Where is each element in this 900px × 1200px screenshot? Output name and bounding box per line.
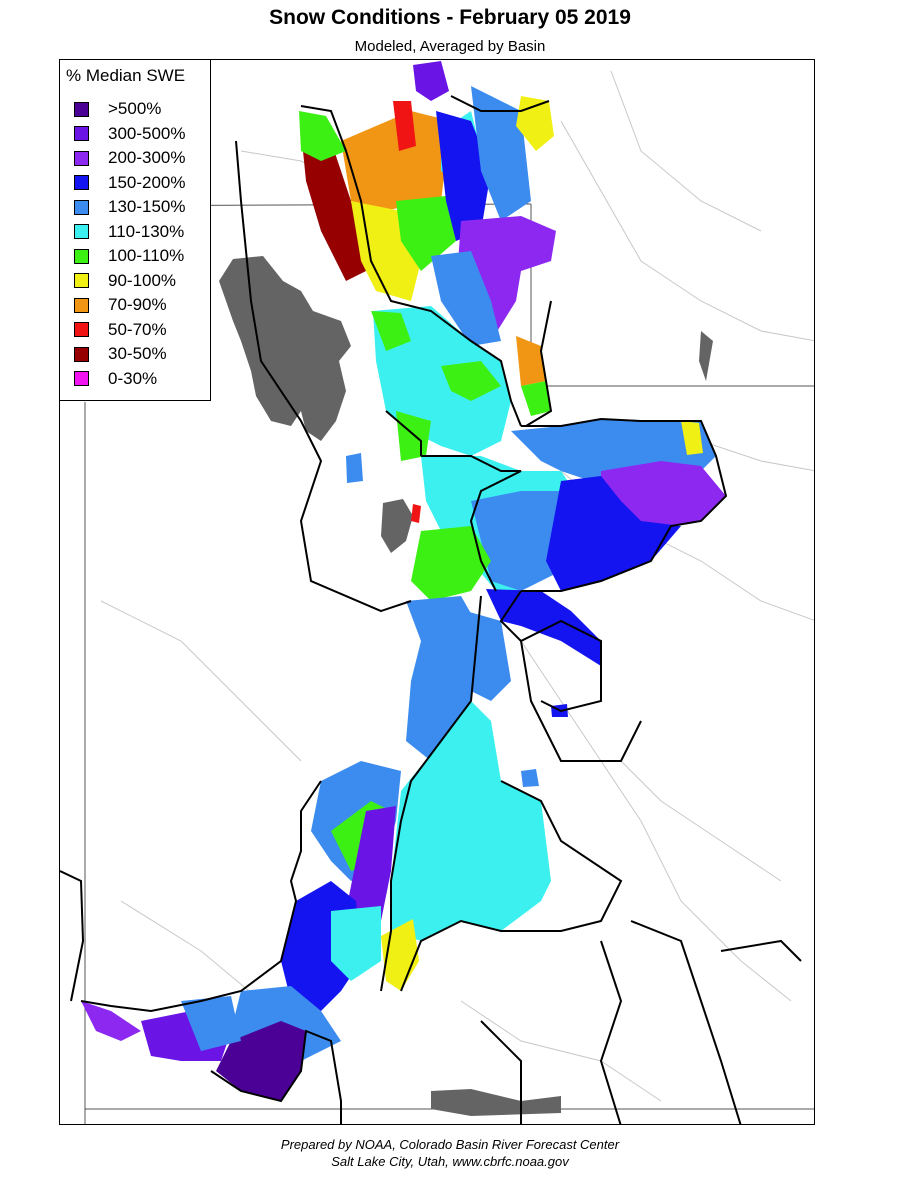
legend-swatch <box>74 297 89 313</box>
basin-boundaries <box>60 95 802 1124</box>
legend-item: 200-300% <box>74 147 186 169</box>
legend-label: 50-70% <box>108 319 167 339</box>
legend-item: 130-150% <box>74 196 186 218</box>
legend-label: 150-200% <box>108 172 186 192</box>
basin-north-lightblue <box>471 86 531 221</box>
basin-south-purple-3 <box>81 1001 141 1041</box>
map-subtitle: Modeled, Averaged by Basin <box>354 38 546 55</box>
legend-item: 30-50% <box>74 343 167 365</box>
basin-north-blue <box>436 111 491 241</box>
legend-item: 0-30% <box>74 368 157 390</box>
map-canvas <box>60 61 814 1124</box>
basin-south-lightblue-3 <box>181 996 241 1051</box>
basin-east-yellow <box>681 421 703 455</box>
basin-north-lightblue-2 <box>431 251 501 346</box>
legend-item: 70-90% <box>74 294 167 316</box>
legend-swatch <box>74 273 89 288</box>
basin-north-green <box>396 196 456 271</box>
legend-swatch <box>74 126 89 141</box>
legend-label: 70-90% <box>108 295 167 314</box>
legend-label: 130-150% <box>108 197 186 216</box>
legend-label: 30-50% <box>108 344 167 363</box>
legend-label: 110-130% <box>108 221 185 241</box>
basin-central-red-small <box>411 504 421 523</box>
legend-label: 100-110% <box>108 246 185 265</box>
basin-south-cyan-2 <box>331 906 381 981</box>
legend-label: >500% <box>108 99 162 118</box>
basin-east-orange <box>516 336 546 386</box>
legend-label: 300-500% <box>108 123 186 143</box>
basin-north-darkred <box>301 131 366 281</box>
snow-basins <box>81 61 726 1101</box>
basin-central-green-3 <box>396 411 431 461</box>
legend-item: 50-70% <box>74 319 167 341</box>
basin-central-green-4 <box>411 526 491 601</box>
legend-swatch <box>74 101 89 117</box>
legend: % Median SWE >500% 300-500% 200-300% 150-20… <box>59 59 211 401</box>
legend-item: >500% <box>74 98 161 120</box>
map-title: Snow Conditions - February 05 2019 <box>269 6 631 29</box>
basin-north-orange <box>341 111 451 211</box>
basin-north-green-west <box>299 111 346 161</box>
credit-line-2: Salt Lake City, Utah, www.cbrfc.noaa.gov <box>331 1154 569 1169</box>
credit-line-1: Prepared by NOAA, Colorado Basin River F… <box>280 1137 620 1152</box>
legend-label: 200-300% <box>108 148 186 167</box>
basin-central-green <box>371 311 411 351</box>
legend-item: 300-500% <box>74 123 186 145</box>
legend-swatch <box>74 175 89 190</box>
basin-north-red <box>393 101 416 151</box>
basin-central-lightblue-3 <box>406 596 481 761</box>
legend-item: 100-110% <box>74 245 184 267</box>
legend-swatch <box>74 322 89 337</box>
legend-swatch <box>74 150 89 166</box>
basin-north-purple-top <box>413 61 449 101</box>
basin-south-lightblue-small <box>521 769 539 787</box>
legend-title: % Median SWE <box>66 66 186 85</box>
basin-central-blue <box>486 589 601 666</box>
legend-swatch <box>74 248 89 264</box>
legend-swatch <box>74 224 89 239</box>
legend-item: 90-100% <box>74 270 176 292</box>
legend-item: 150-200% <box>74 172 186 194</box>
legend-swatch <box>74 371 89 386</box>
basin-south-cyan <box>391 701 551 941</box>
legend-label: 90-100% <box>108 270 177 290</box>
legend-item: 110-130% <box>74 221 184 243</box>
basin-east-purple <box>601 461 726 526</box>
basin-central-green-2 <box>441 361 501 401</box>
basin-east-green <box>521 381 551 416</box>
legend-swatch <box>74 199 89 215</box>
basin-central-small-blue <box>346 453 363 483</box>
legend-swatch <box>74 346 89 362</box>
map-frame <box>59 59 815 1125</box>
legend-label: 0-30% <box>108 368 158 388</box>
